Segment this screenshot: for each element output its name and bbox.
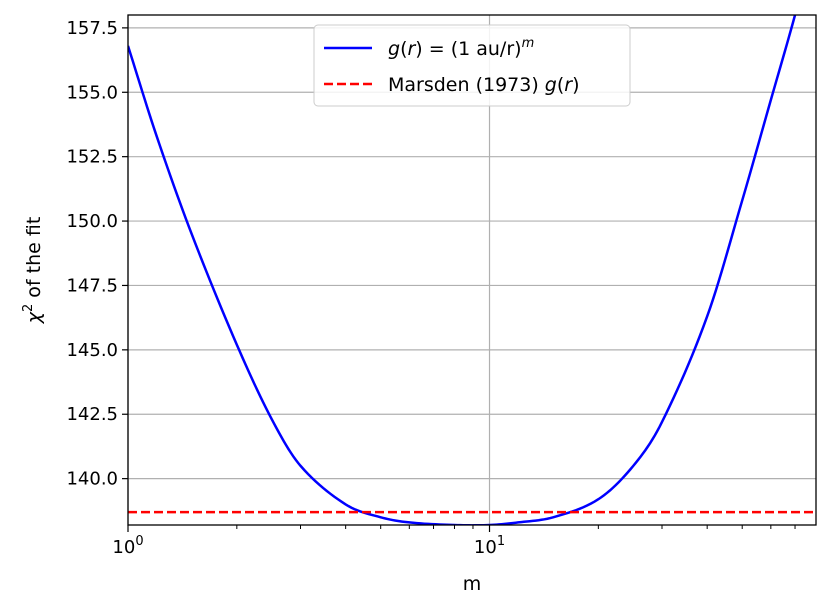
legend-1-part-m: m (522, 36, 535, 51)
plot-frame (127, 14, 817, 526)
legend: g(r) = (1 au/r)m Marsden (1973) g(r) (313, 24, 631, 107)
y-axis-title-rest: of the fit (23, 217, 45, 304)
y-tick-label-0: 140.0 (66, 469, 118, 490)
x-tick-label-exp-0: 0 (135, 534, 143, 549)
legend-1-part-open: ( (400, 38, 407, 60)
x-axis-title: m (463, 573, 482, 595)
legend-label-series-1: g(r) = (1 au/r)m (388, 36, 534, 60)
legend-2-part-close: ) (572, 74, 579, 96)
x-tick-label-0: 100 (112, 534, 143, 558)
x-tick-label-exp-1: 1 (497, 534, 505, 549)
legend-box (313, 24, 631, 107)
tick-marks (122, 27, 796, 532)
tick-labels: 140.0 142.5 145.0 147.5 150.0 152.5 155.0 157.5… (66, 18, 505, 558)
legend-1-part-rest: ) = (1 au/r) (415, 38, 521, 60)
series-group (128, 15, 816, 525)
y-axis-title: χ2 of the fit (21, 217, 45, 325)
y-axis-title-base: χ (23, 311, 45, 324)
y-tick-label-6: 155.0 (66, 82, 118, 103)
legend-label-series-2: Marsden (1973) g(r) (388, 74, 580, 96)
series-line-1 (128, 15, 797, 525)
y-tick-label-7: 157.5 (66, 18, 118, 39)
x-tick-label-1: 101 (474, 534, 505, 558)
y-tick-label-1: 142.5 (66, 404, 118, 425)
y-tick-label-4: 150.0 (66, 211, 118, 232)
legend-1-part-r: r (407, 38, 416, 60)
x-tick-label-base-1: 10 (474, 537, 497, 558)
legend-2-part-marsden: Marsden (1973) (388, 74, 545, 96)
legend-1-part-g: g (388, 38, 400, 60)
y-axis-title-sup: 2 (21, 304, 36, 312)
y-tick-label-2: 145.0 (66, 340, 118, 361)
y-tick-label-3: 147.5 (66, 275, 118, 296)
x-tick-label-base-0: 10 (112, 537, 135, 558)
legend-2-part-open: ( (557, 74, 564, 96)
y-tick-label-5: 152.5 (66, 147, 118, 168)
legend-2-part-g: g (545, 74, 557, 96)
legend-2-part-r: r (564, 74, 573, 96)
